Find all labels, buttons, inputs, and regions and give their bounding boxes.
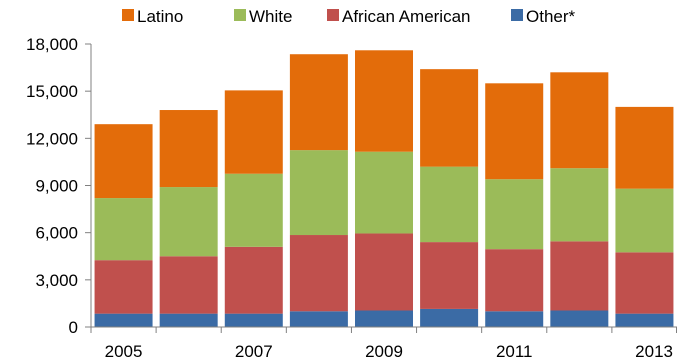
legend-item-white: White	[234, 7, 292, 26]
bar-latino-2008	[289, 54, 348, 151]
bar-white-2013	[615, 188, 674, 253]
bar-african-american-2009	[355, 233, 413, 311]
y-tick-label: 9,000	[35, 177, 78, 196]
x-tick-label: 2005	[105, 342, 143, 361]
legend-swatch	[327, 9, 339, 21]
y-tick-label: 0	[69, 318, 78, 337]
bar-other-2012	[550, 310, 609, 327]
legend-item-latino: Latino	[122, 7, 183, 26]
x-tick-label: 2013	[635, 342, 673, 361]
legend-label: Latino	[137, 7, 183, 26]
legend-item-other: Other*	[511, 7, 576, 26]
bar-latino-2011	[485, 83, 544, 180]
y-tick-label: 18,000	[26, 35, 78, 54]
x-tick-label: 2007	[235, 342, 273, 361]
bar-african-american-2012	[550, 241, 609, 311]
bar-white-2009	[355, 151, 413, 234]
bar-other-2006	[159, 313, 218, 327]
legend-item-african-american: African American	[327, 7, 471, 26]
bar-white-2011	[485, 179, 544, 250]
bar-african-american-2007	[224, 246, 283, 314]
bar-other-2011	[485, 311, 544, 327]
x-axis: 2005 2007 2009 2011 2013	[90, 326, 677, 361]
bar-latino-2006	[159, 110, 218, 188]
bar-african-american-2006	[159, 256, 218, 314]
bar-white-2008	[289, 150, 348, 236]
y-tick-label: 6,000	[35, 224, 78, 243]
bar-white-2007	[224, 173, 283, 247]
legend-swatch	[122, 9, 134, 21]
bar-latino-2005	[94, 124, 153, 199]
bar-latino-2009	[355, 50, 413, 152]
legend-label: African American	[342, 7, 471, 26]
legend-label: White	[249, 7, 292, 26]
bar-latino-2012	[550, 72, 609, 169]
bar-other-2007	[224, 313, 283, 327]
bars	[94, 50, 674, 327]
bar-latino-2007	[224, 90, 283, 174]
bar-other-2010	[420, 308, 479, 327]
bar-latino-2010	[420, 69, 479, 167]
y-axis: 0 3,000 6,000 9,000 12,000 15,000 18,000	[26, 35, 92, 337]
bar-other-2005	[94, 313, 153, 327]
bar-other-2009	[355, 310, 413, 327]
legend-label: Other*	[526, 7, 576, 26]
bar-white-2012	[550, 168, 609, 242]
y-tick-label: 15,000	[26, 82, 78, 101]
bar-white-2010	[420, 166, 479, 243]
bar-white-2006	[159, 187, 218, 257]
bar-african-american-2008	[289, 235, 348, 312]
bar-african-american-2010	[420, 242, 479, 309]
y-tick-label: 12,000	[26, 129, 78, 148]
bar-latino-2013	[615, 106, 674, 189]
bar-african-american-2013	[615, 252, 674, 314]
legend-swatch	[234, 9, 246, 21]
legend: Latino White African American Other*	[122, 7, 576, 26]
bar-other-2008	[289, 311, 348, 327]
bar-african-american-2011	[485, 249, 544, 312]
bar-white-2005	[94, 198, 153, 261]
x-tick-label: 2009	[365, 342, 403, 361]
y-tick-label: 3,000	[35, 271, 78, 290]
legend-swatch	[511, 9, 523, 21]
bar-african-american-2005	[94, 260, 153, 314]
x-tick-label: 2011	[496, 342, 533, 361]
bar-other-2013	[615, 313, 674, 327]
